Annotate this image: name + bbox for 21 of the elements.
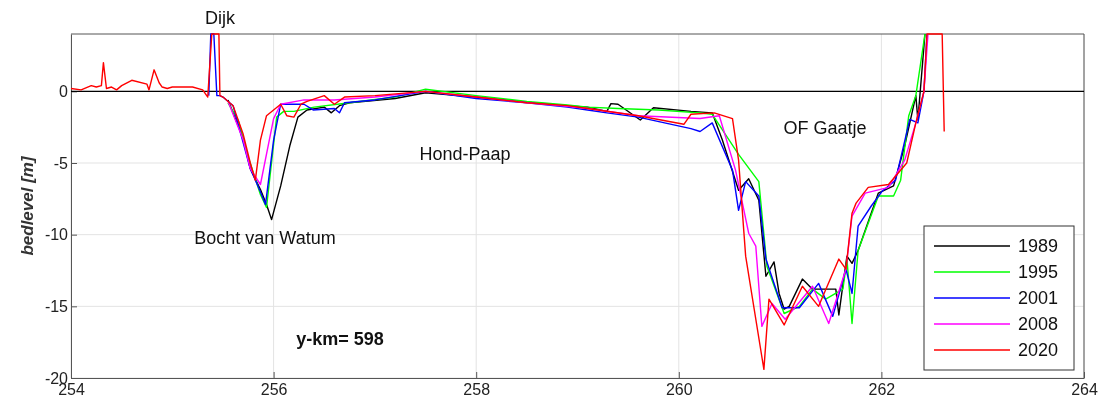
x-tick-label: 262 — [868, 381, 896, 399]
y-tick-label: -10 — [44, 226, 69, 244]
annotation: y-km= 598 — [296, 329, 384, 349]
legend-label: 2020 — [1018, 340, 1059, 361]
annotation: Hond-Paap — [419, 144, 511, 164]
legend-label: 2008 — [1018, 314, 1059, 335]
legend-label: 1995 — [1018, 262, 1059, 283]
y-tick-label: -15 — [44, 297, 69, 315]
x-tick-label: 260 — [665, 381, 693, 399]
line-series — [70, 33, 945, 371]
x-tick-label: 264 — [1071, 381, 1098, 399]
text: Dijk — [205, 8, 236, 28]
annotation: OF Gaatje — [783, 118, 867, 138]
legend-label: 2001 — [1018, 288, 1059, 309]
x-tick-label: 256 — [260, 381, 288, 399]
y-axis-title: bedlevel [m] — [18, 155, 37, 256]
y-tick-label: 0 — [59, 82, 69, 100]
legend-label: 1989 — [1018, 236, 1059, 257]
y-tick-label: -5 — [53, 154, 69, 172]
x-tick-label: 258 — [463, 381, 491, 399]
annotation: Bocht van Watum — [194, 228, 336, 248]
